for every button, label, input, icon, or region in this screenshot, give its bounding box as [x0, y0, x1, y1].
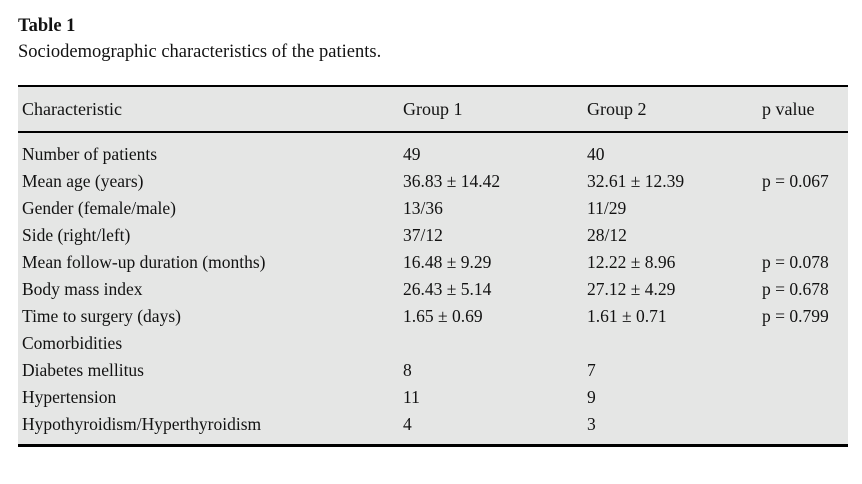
cell-pvalue: [762, 195, 848, 222]
cell-pvalue: [762, 132, 848, 168]
header-row: Characteristic Group 1 Group 2 p value: [18, 86, 848, 133]
table-caption: Table 1 Sociodemographic characteristics…: [18, 14, 862, 65]
cell-characteristic: Body mass index: [22, 279, 143, 299]
column-header-pvalue: p value: [762, 86, 848, 133]
table-caption-title: Table 1: [18, 16, 76, 36]
cell-group1: 37/12: [403, 225, 443, 245]
cell-group1: 49: [403, 144, 421, 164]
cell-group2: 9: [587, 387, 596, 407]
cell-group2: 32.61 ± 12.39: [587, 171, 685, 191]
cell-group2: 12.22 ± 8.96: [587, 252, 676, 272]
cell-pvalue: [762, 384, 848, 411]
cell-pvalue: p = 0.078: [762, 252, 829, 272]
cell-pvalue: p = 0.799: [762, 306, 829, 326]
cell-pvalue: [762, 357, 848, 384]
cell-characteristic: Comorbidities: [22, 333, 123, 353]
page: Table 1 Sociodemographic characteristics…: [18, 14, 862, 447]
sociodemographic-table: Characteristic Group 1 Group 2 p value N…: [18, 85, 848, 447]
cell-group1: 11: [403, 387, 420, 407]
cell-characteristic: Side (right/left): [22, 225, 131, 245]
cell-group1: [403, 330, 587, 357]
cell-pvalue: p = 0.678: [762, 279, 829, 299]
cell-pvalue: [762, 330, 848, 357]
table-row: Hypertension 11 9: [18, 384, 848, 411]
cell-group2: 27.12 ± 4.29: [587, 279, 676, 299]
table-row: Side (right/left) 37/12 28/12: [18, 222, 848, 249]
cell-group1: 16.48 ± 9.29: [403, 252, 492, 272]
cell-group2: 7: [587, 360, 596, 380]
cell-pvalue: [762, 222, 848, 249]
cell-group1: 13/36: [403, 198, 443, 218]
cell-group2: 40: [587, 144, 605, 164]
cell-group1: 4: [403, 414, 412, 434]
cell-group2: 1.61 ± 0.71: [587, 306, 667, 326]
cell-group2: 28/12: [587, 225, 627, 245]
table-row: Comorbidities: [18, 330, 848, 357]
cell-pvalue: [762, 411, 848, 446]
cell-characteristic: Hypertension: [22, 387, 117, 407]
table-row: Mean follow-up duration (months) 16.48 ±…: [18, 249, 848, 276]
cell-characteristic: Number of patients: [22, 144, 158, 164]
table-row: Gender (female/male) 13/36 11/29: [18, 195, 848, 222]
cell-group1: 26.43 ± 5.14: [403, 279, 492, 299]
cell-characteristic: Diabetes mellitus: [22, 360, 144, 380]
column-header-group2: Group 2: [587, 86, 762, 133]
table-caption-subtitle: Sociodemographic characteristics of the …: [18, 42, 382, 62]
cell-group2: [587, 330, 762, 357]
cell-characteristic: Gender (female/male): [22, 198, 177, 218]
cell-characteristic: Mean follow-up duration (months): [22, 252, 266, 272]
cell-group2: 3: [587, 414, 596, 434]
cell-characteristic: Mean age (years): [22, 171, 144, 191]
cell-characteristic: Time to surgery (days): [22, 306, 181, 326]
table-row: Hypothyroidism/Hyperthyroidism 4 3: [18, 411, 848, 446]
cell-characteristic: Hypothyroidism/Hyperthyroidism: [22, 414, 262, 434]
table-row: Time to surgery (days) 1.65 ± 0.69 1.61 …: [18, 303, 848, 330]
cell-group1: 8: [403, 360, 412, 380]
table-row: Number of patients 49 40: [18, 132, 848, 168]
cell-group2: 11/29: [587, 198, 627, 218]
table-row: Mean age (years) 36.83 ± 14.42 32.61 ± 1…: [18, 168, 848, 195]
column-header-characteristic: Characteristic: [18, 86, 403, 133]
table-row: Diabetes mellitus 8 7: [18, 357, 848, 384]
cell-pvalue: p = 0.067: [762, 171, 829, 191]
cell-group1: 36.83 ± 14.42: [403, 171, 501, 191]
column-header-group1: Group 1: [403, 86, 587, 133]
cell-group1: 1.65 ± 0.69: [403, 306, 483, 326]
table-row: Body mass index 26.43 ± 5.14 27.12 ± 4.2…: [18, 276, 848, 303]
